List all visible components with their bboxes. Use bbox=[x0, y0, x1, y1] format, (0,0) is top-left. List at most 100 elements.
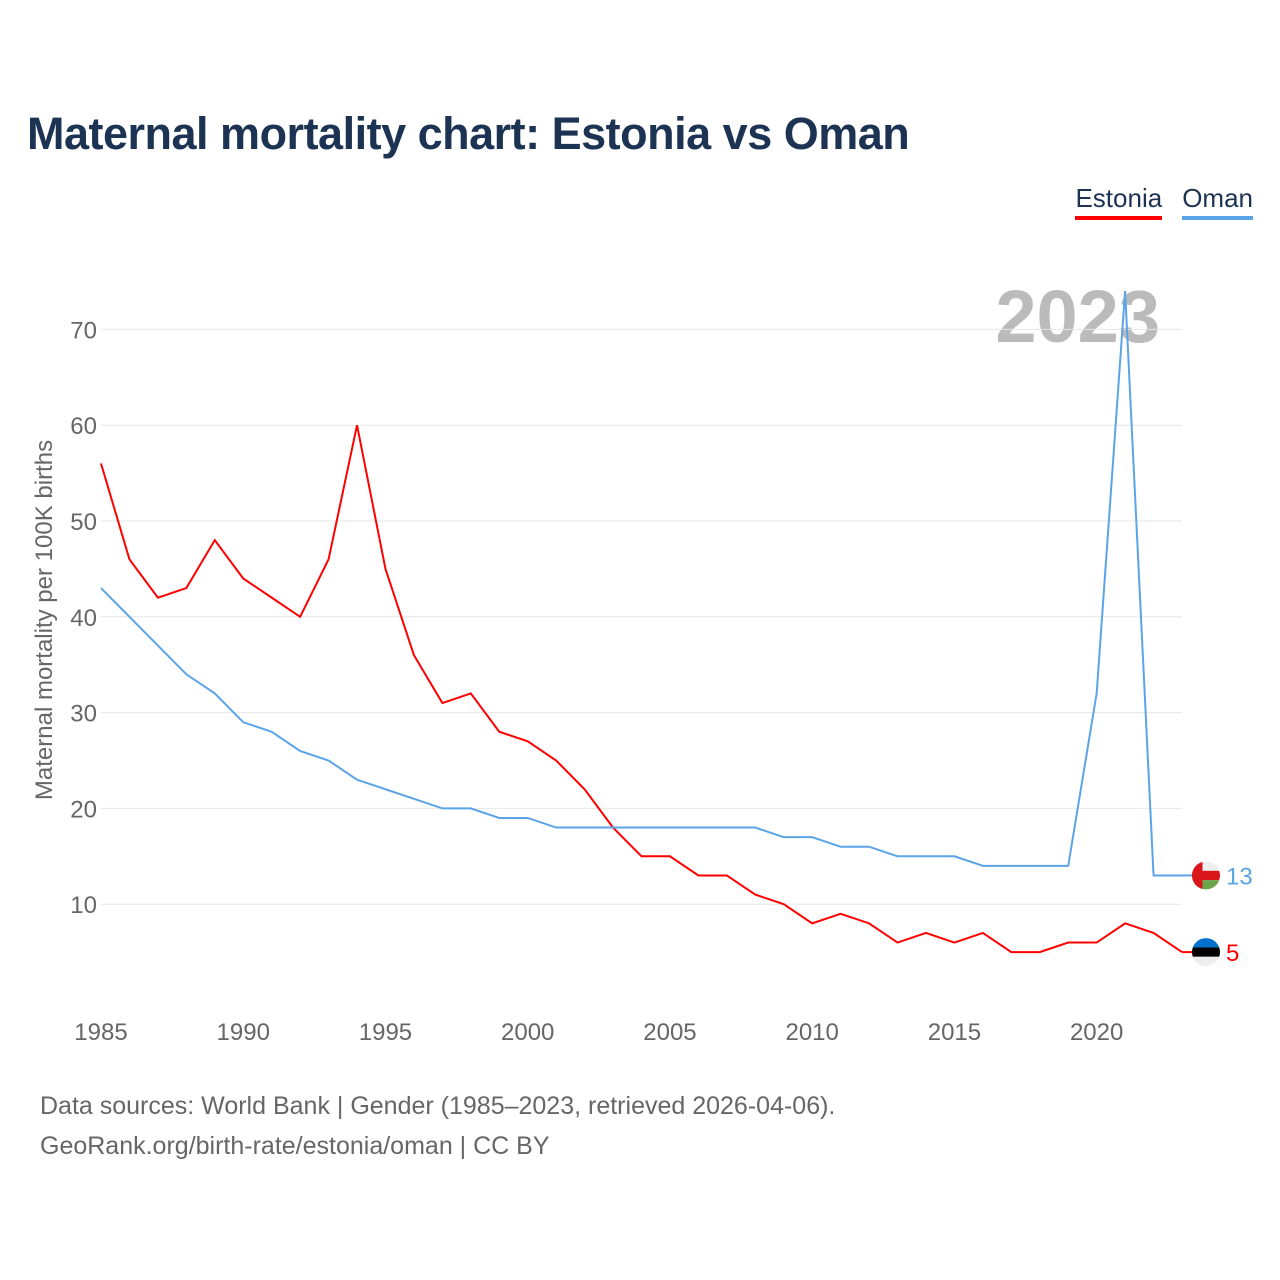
y-tick-label: 10 bbox=[70, 892, 97, 919]
data-point[interactable] bbox=[1094, 940, 1100, 946]
data-point[interactable] bbox=[212, 690, 218, 696]
data-point[interactable] bbox=[240, 575, 246, 581]
data-point[interactable] bbox=[639, 853, 645, 859]
data-point[interactable] bbox=[752, 825, 758, 831]
data-point[interactable] bbox=[1037, 949, 1043, 955]
data-point[interactable] bbox=[326, 758, 332, 764]
data-point[interactable] bbox=[439, 700, 445, 706]
data-point[interactable] bbox=[923, 930, 929, 936]
data-point[interactable] bbox=[496, 815, 502, 821]
x-tick-label: 1985 bbox=[74, 1019, 127, 1046]
data-point[interactable] bbox=[781, 901, 787, 907]
data-point[interactable] bbox=[269, 729, 275, 735]
series-line-estonia[interactable] bbox=[100, 424, 1183, 954]
data-point[interactable] bbox=[923, 853, 929, 859]
legend: Estonia Oman bbox=[1075, 183, 1253, 220]
data-point[interactable] bbox=[1008, 863, 1014, 869]
data-point[interactable] bbox=[1065, 863, 1071, 869]
data-point[interactable] bbox=[1122, 920, 1128, 926]
data-point[interactable] bbox=[1094, 690, 1100, 696]
x-tick-label: 1995 bbox=[359, 1019, 412, 1046]
y-tick-label: 50 bbox=[70, 509, 97, 536]
data-point[interactable] bbox=[582, 825, 588, 831]
data-point[interactable] bbox=[752, 892, 758, 898]
data-point[interactable] bbox=[155, 595, 161, 601]
data-point[interactable] bbox=[667, 853, 673, 859]
data-point[interactable] bbox=[809, 834, 815, 840]
data-point[interactable] bbox=[866, 844, 872, 850]
data-point[interactable] bbox=[639, 825, 645, 831]
flag-icon-oman bbox=[1192, 861, 1220, 890]
data-point[interactable] bbox=[980, 930, 986, 936]
legend-estonia[interactable]: Estonia bbox=[1075, 183, 1163, 220]
data-point[interactable] bbox=[326, 556, 332, 562]
data-point[interactable] bbox=[525, 738, 531, 744]
data-point[interactable] bbox=[695, 825, 701, 831]
data-point[interactable] bbox=[183, 671, 189, 677]
data-point[interactable] bbox=[1065, 940, 1071, 946]
x-tick-label: 2010 bbox=[785, 1019, 838, 1046]
data-point[interactable] bbox=[525, 815, 531, 821]
data-point[interactable] bbox=[809, 920, 815, 926]
data-point[interactable] bbox=[354, 777, 360, 783]
data-point[interactable] bbox=[269, 595, 275, 601]
data-point[interactable] bbox=[468, 805, 474, 811]
legend-oman[interactable]: Oman bbox=[1182, 183, 1253, 220]
data-point[interactable] bbox=[1151, 930, 1157, 936]
data-point[interactable] bbox=[781, 834, 787, 840]
data-point[interactable] bbox=[667, 825, 673, 831]
data-point[interactable] bbox=[895, 853, 901, 859]
data-point[interactable] bbox=[895, 940, 901, 946]
data-point[interactable] bbox=[695, 872, 701, 878]
data-point[interactable] bbox=[1037, 863, 1043, 869]
data-point[interactable] bbox=[468, 690, 474, 696]
data-point[interactable] bbox=[126, 556, 132, 562]
data-point[interactable] bbox=[439, 805, 445, 811]
data-point[interactable] bbox=[98, 461, 104, 467]
footer-link[interactable]: GeoRank.org/birth-rate/estonia/oman | CC… bbox=[40, 1132, 550, 1160]
data-point[interactable] bbox=[354, 422, 360, 428]
series-line-oman[interactable] bbox=[100, 291, 1182, 877]
data-point[interactable] bbox=[382, 786, 388, 792]
y-tick-label: 20 bbox=[70, 796, 97, 823]
footer: Data sources: World Bank | Gender (1985–… bbox=[40, 1086, 835, 1166]
y-tick-label: 30 bbox=[70, 701, 97, 728]
data-point[interactable] bbox=[1122, 288, 1128, 294]
data-point[interactable] bbox=[980, 863, 986, 869]
data-point[interactable] bbox=[866, 920, 872, 926]
data-point[interactable] bbox=[951, 853, 957, 859]
data-point[interactable] bbox=[411, 652, 417, 658]
data-point[interactable] bbox=[724, 825, 730, 831]
y-tick-label: 40 bbox=[70, 605, 97, 632]
data-point[interactable] bbox=[155, 643, 161, 649]
data-point[interactable] bbox=[1008, 949, 1014, 955]
data-point[interactable] bbox=[951, 940, 957, 946]
data-point[interactable] bbox=[240, 719, 246, 725]
data-point[interactable] bbox=[297, 614, 303, 620]
data-point[interactable] bbox=[838, 844, 844, 850]
y-tick-label: 70 bbox=[70, 317, 97, 344]
end-value-label: 5 bbox=[1226, 940, 1239, 967]
x-tick-label: 1990 bbox=[217, 1019, 270, 1046]
data-point[interactable] bbox=[411, 796, 417, 802]
footer-sources: Data sources: World Bank | Gender (1985–… bbox=[40, 1092, 836, 1120]
x-tick-label: 2015 bbox=[928, 1019, 981, 1046]
flag-icon-estonia bbox=[1192, 938, 1220, 967]
data-point[interactable] bbox=[553, 758, 559, 764]
data-point[interactable] bbox=[496, 729, 502, 735]
data-point[interactable] bbox=[610, 825, 616, 831]
data-point[interactable] bbox=[1151, 872, 1157, 878]
data-point[interactable] bbox=[297, 748, 303, 754]
data-point[interactable] bbox=[553, 825, 559, 831]
data-point[interactable] bbox=[724, 872, 730, 878]
data-point[interactable] bbox=[126, 614, 132, 620]
data-point[interactable] bbox=[582, 786, 588, 792]
x-tick-label: 2020 bbox=[1070, 1019, 1123, 1046]
data-point[interactable] bbox=[212, 537, 218, 543]
x-tick-label: 2005 bbox=[643, 1019, 696, 1046]
data-point[interactable] bbox=[183, 585, 189, 591]
x-tick-label: 2000 bbox=[501, 1019, 554, 1046]
data-point[interactable] bbox=[838, 911, 844, 917]
data-point[interactable] bbox=[98, 585, 104, 591]
data-point[interactable] bbox=[382, 566, 388, 572]
